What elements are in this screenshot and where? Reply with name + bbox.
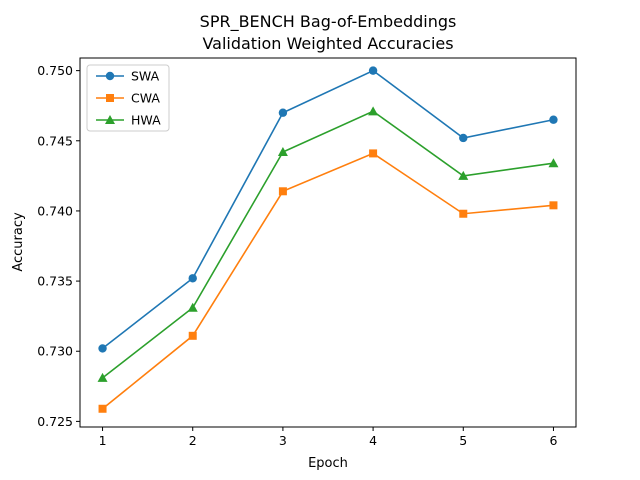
chart-title-line1: SPR_BENCH Bag-of-Embeddings [200,12,457,32]
x-tick-label: 5 [459,433,467,448]
data-point-swa [188,274,197,283]
legend-label-cwa: CWA [131,91,160,106]
data-point-swa [368,66,378,75]
x-tick-label: 3 [279,433,287,448]
data-point-cwa [369,149,378,158]
legend-label-swa: SWA [131,69,160,84]
y-axis-label: Accuracy [11,212,26,272]
x-axis: 1 2 3 4 5 6 [99,427,557,448]
data-point-hwa [187,302,198,312]
y-tick-label: 0.725 [37,414,73,429]
data-point-cwa [459,209,468,218]
y-tick-label: 0.750 [37,63,73,78]
series-line-swa [102,69,554,350]
y-tick-label: 0.745 [37,133,73,148]
data-point-swa [549,115,558,124]
legend: SWA CWA HWA [86,64,170,132]
data-point-hwa [368,106,379,116]
data-point-swa [278,108,288,117]
x-tick-label: 2 [189,433,197,448]
y-tick-label: 0.735 [37,274,73,289]
legend-box [86,64,170,132]
series-line-cwa [102,152,554,410]
x-tick-label: 6 [549,433,557,448]
legend-marker-hwa [105,115,115,124]
chart-title-line2: Validation Weighted Accuracies [202,34,453,53]
axes-frame [79,57,577,428]
x-tick-label: 4 [369,433,377,448]
data-point-hwa [97,372,108,382]
data-point-cwa [188,331,197,340]
data-point-hwa [548,158,559,168]
data-point-swa [459,133,468,143]
y-axis: 0.725 0.730 0.735 0.740 0.745 0.750 [37,63,80,429]
x-axis-label: Epoch [308,456,348,471]
data-point-cwa [98,404,107,413]
series-line-hwa [102,110,554,379]
data-point-hwa [277,147,288,157]
data-point-swa [98,344,107,353]
legend-marker-cwa [106,94,114,102]
x-tick-label: 1 [99,433,107,448]
y-tick-label: 0.730 [37,344,73,359]
legend-marker-swa [105,71,115,81]
data-point-cwa [549,201,558,210]
data-point-cwa [278,187,287,196]
y-tick-label: 0.740 [37,203,73,218]
data-point-hwa [458,170,469,180]
plot-area [97,66,559,413]
legend-label-hwa: HWA [131,113,161,128]
